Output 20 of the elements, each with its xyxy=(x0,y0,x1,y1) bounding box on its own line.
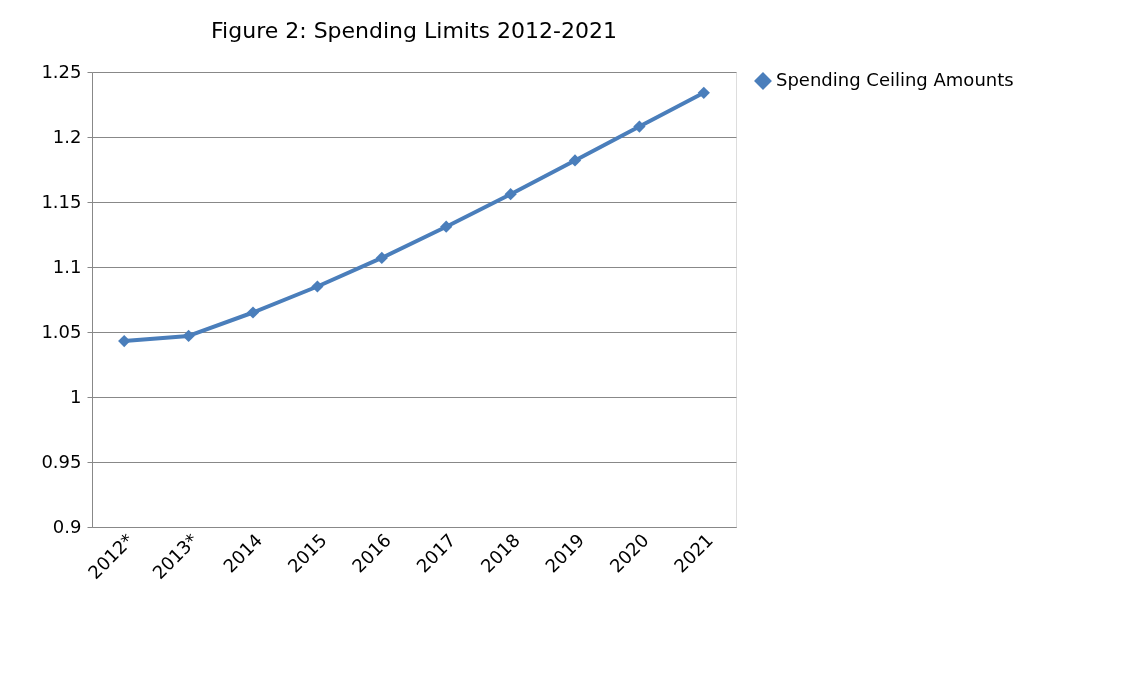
y-tick-label: 1.05 xyxy=(41,320,82,342)
y-tick-label: 1.1 xyxy=(52,255,82,277)
point xyxy=(375,251,388,265)
y-tick-label: 1.25 xyxy=(41,60,82,82)
point xyxy=(568,154,582,167)
y-tick-label: 1.15 xyxy=(41,190,82,212)
chart-title: Figure 2: Spending Limits 2012-2021 xyxy=(211,18,617,43)
point xyxy=(440,220,453,233)
point xyxy=(182,329,195,343)
y-tick-label: 1.2 xyxy=(52,125,82,147)
point xyxy=(633,120,646,133)
point xyxy=(697,86,710,99)
legend-label: Spending Ceiling Amounts xyxy=(776,69,1014,90)
point xyxy=(246,306,260,319)
point xyxy=(311,280,324,293)
y-tick-label: 1 xyxy=(70,385,82,407)
y-tick-label: 0.9 xyxy=(52,515,82,537)
y-tick-label: 0.95 xyxy=(41,450,82,472)
point xyxy=(118,334,131,348)
point xyxy=(504,188,517,201)
